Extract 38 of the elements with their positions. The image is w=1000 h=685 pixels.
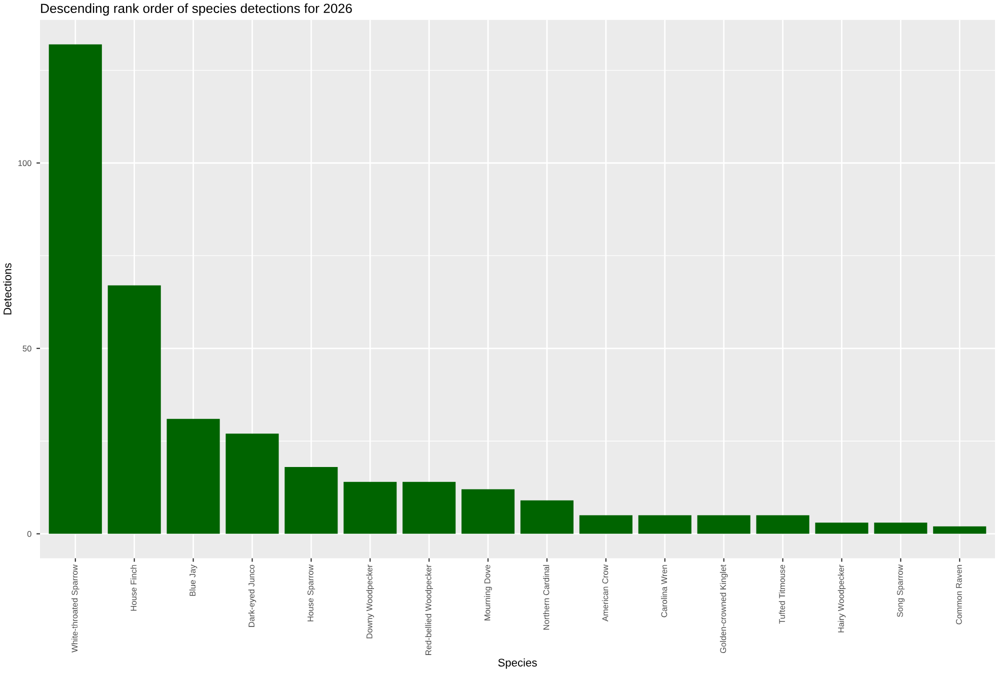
- x-tick-label: House Sparrow: [308, 564, 316, 622]
- y-tick-label: 100: [18, 160, 32, 166]
- bar: [697, 515, 750, 534]
- bar: [815, 522, 868, 534]
- x-tick-label: House Finch: [130, 565, 137, 611]
- chart-title: Descending rank order of species detections for 2026: [41, 3, 352, 16]
- x-tick-label: Northern Cardinal: [543, 565, 550, 630]
- x-tick-label: Mourning Dove: [484, 564, 492, 620]
- x-tick-label: Red-bellied Woodpecker: [425, 564, 433, 655]
- y-tick-label: 0: [27, 531, 32, 537]
- x-tick-label: Common Raven: [956, 565, 962, 624]
- x-tick-label: Carolina Wren: [660, 565, 668, 618]
- bar: [402, 482, 456, 534]
- x-tick-label: Blue Jay: [189, 564, 198, 596]
- y-axis-title: Detections: [3, 263, 12, 314]
- x-axis-title: Species: [498, 658, 537, 669]
- x-tick-label: Tufted Titmouse: [778, 564, 786, 624]
- bar: [166, 418, 220, 534]
- bar: [933, 526, 986, 534]
- bar: [461, 489, 515, 534]
- x-tick-label: Dark-eyed Junco: [248, 564, 256, 627]
- x-tick-label: Hairy Woodpecker: [838, 564, 846, 632]
- x-tick-label: Golden-crowned Kinglet: [720, 564, 728, 654]
- bar: [48, 44, 102, 534]
- bar: [108, 285, 161, 534]
- bar: [344, 482, 397, 534]
- bar: [874, 522, 928, 534]
- bar: [520, 500, 574, 534]
- y-tick-label: 50: [22, 346, 32, 352]
- bar: [226, 434, 279, 534]
- bar: [579, 515, 632, 534]
- bar: [638, 515, 692, 534]
- x-tick-label: Downy Woodpecker: [366, 564, 374, 638]
- x-tick-label: American Crow: [602, 564, 608, 622]
- x-tick-label: Song Sparrow: [897, 564, 905, 617]
- x-tick-label: White-throated Sparrow: [71, 564, 80, 652]
- bar: [756, 515, 810, 534]
- bar: [284, 467, 338, 534]
